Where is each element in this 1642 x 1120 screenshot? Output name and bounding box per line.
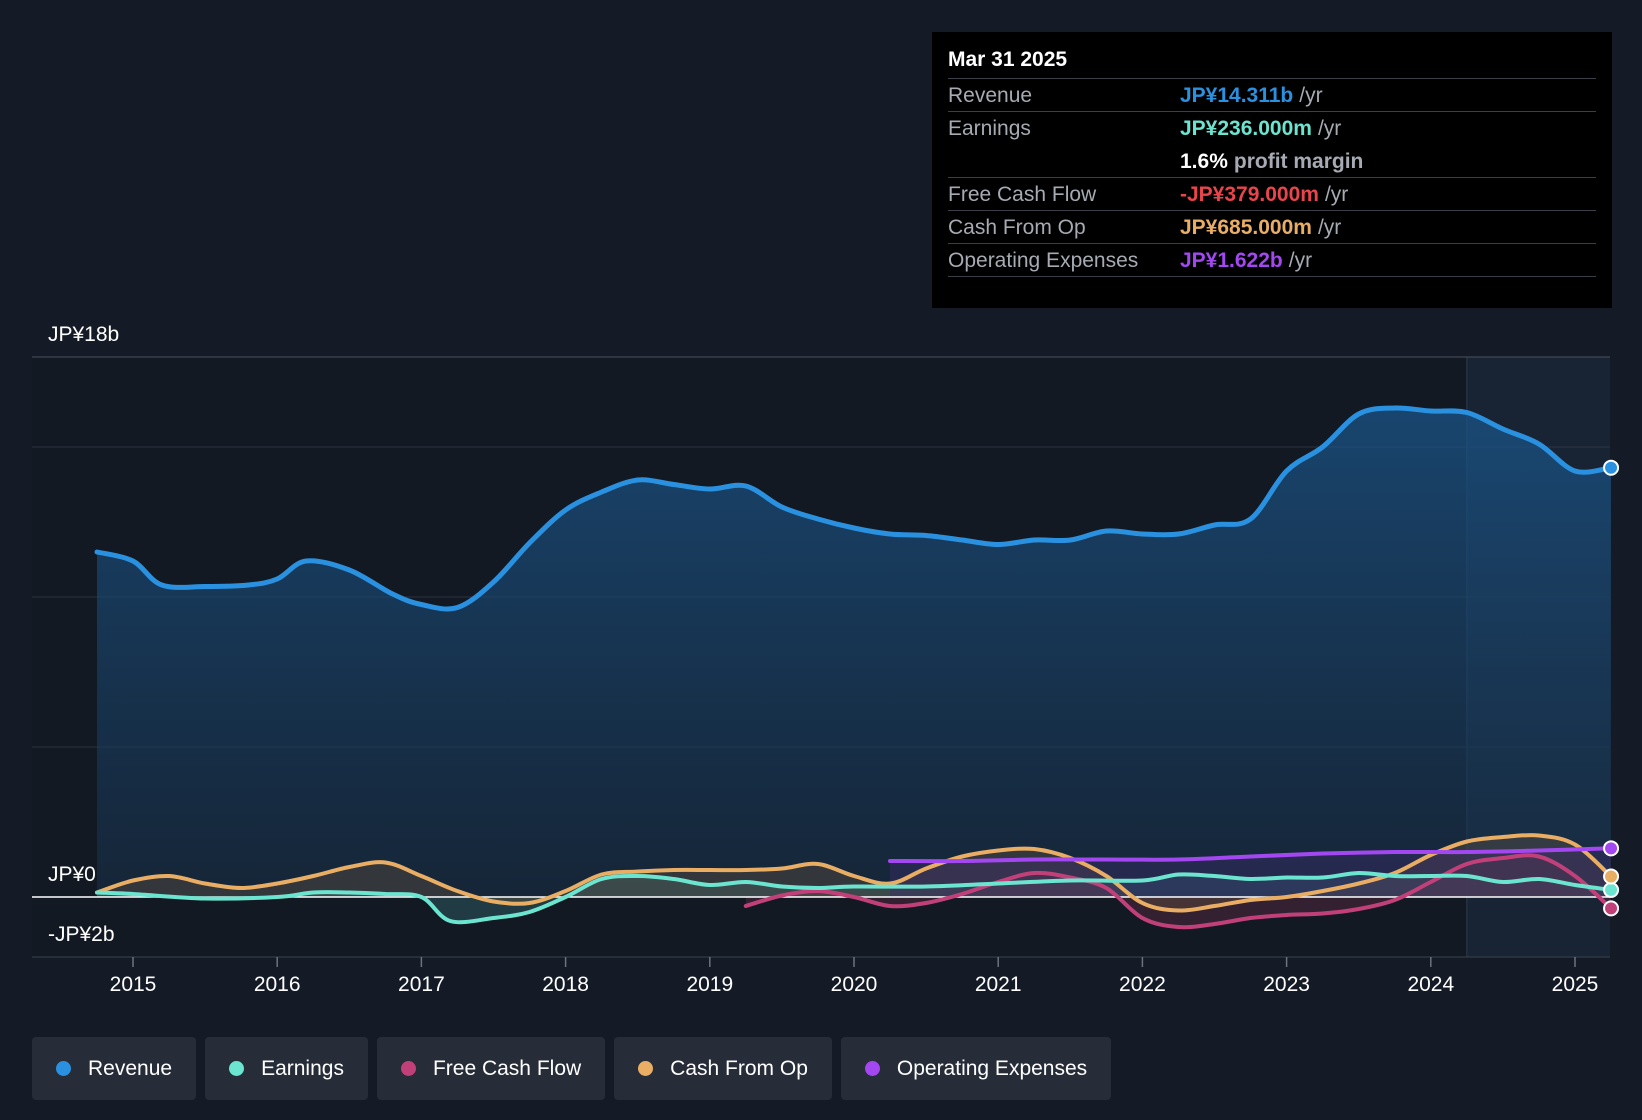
x-tick-label-2025: 2025	[1552, 973, 1599, 996]
x-tick-label-2022: 2022	[1119, 973, 1166, 996]
legend-item-cash-from-op[interactable]: Cash From Op	[614, 1037, 832, 1100]
tooltip-row-opex: Operating Expenses JP¥1.622b /yr	[948, 244, 1596, 277]
x-tick-label-2017: 2017	[398, 973, 445, 996]
end-marker-free-cash-flow	[1603, 900, 1620, 917]
legend-label-free-cash-flow: Free Cash Flow	[432, 1056, 582, 1080]
x-tick-label-2018: 2018	[542, 973, 589, 996]
tooltip-unit-revenue: /yr	[1299, 84, 1323, 107]
axis-layer: JP¥18b JP¥0 -JP¥2b 2015 2016 2017 2018 2019 2020…	[48, 323, 1598, 996]
x-tick-label-2020: 2020	[831, 973, 878, 996]
legend-dot-earnings	[229, 1061, 245, 1076]
tooltip-row-earnings: Earnings JP¥236.000m /yr	[948, 112, 1596, 145]
tooltip-unit-cfo: /yr	[1317, 216, 1342, 239]
tooltip-unit-opex: /yr	[1288, 249, 1313, 272]
tooltip-label-opex: Operating Expenses	[948, 249, 1139, 272]
end-marker-revenue	[1603, 459, 1620, 476]
legend-dot-cash-from-op	[638, 1061, 654, 1076]
area-earnings	[97, 872, 1611, 923]
legend-label-earnings: Earnings	[261, 1056, 344, 1080]
tooltip-value-earnings: JP¥236.000m	[1180, 117, 1312, 140]
tooltip-label-revenue: Revenue	[948, 84, 1033, 107]
series-line-cash-from-op	[95, 833, 1613, 913]
tooltip-row-revenue: Revenue JP¥14.311b /yr	[948, 79, 1596, 112]
tooltip-unit-earnings: /yr	[1317, 117, 1342, 140]
x-tick-label-2016: 2016	[254, 973, 301, 996]
tooltip-margin-value: 1.6%	[1180, 150, 1228, 173]
legend-item-free-cash-flow[interactable]: Free Cash Flow	[376, 1037, 606, 1100]
end-marker-earnings	[1603, 881, 1620, 898]
tooltip-unit-fcf: /yr	[1324, 183, 1349, 206]
area-free-cash-flow	[745, 855, 1611, 928]
legend-dot-operating-expenses	[864, 1061, 880, 1076]
end-marker-cash-from-op	[1603, 868, 1620, 885]
tooltip-row-cfo: Cash From Op JP¥685.000m /yr	[948, 211, 1596, 244]
legend-item-revenue[interactable]: Revenue	[32, 1037, 197, 1100]
tooltip-label-spacer	[948, 145, 1180, 177]
tooltip-row-fcf: Free Cash Flow -JP¥379.000m /yr	[948, 178, 1596, 211]
marker-layer	[1603, 459, 1620, 917]
x-tick-label-2021: 2021	[975, 973, 1022, 996]
series-line-free-cash-flow	[743, 853, 1613, 930]
tooltip-label-fcf: Free Cash Flow	[948, 183, 1097, 206]
y-label-bottom: -JP¥2b	[48, 923, 115, 946]
tooltip-label-earnings: Earnings	[948, 117, 1031, 140]
legend-label-revenue: Revenue	[88, 1056, 173, 1080]
tooltip-value-opex: JP¥1.622b	[1180, 249, 1283, 272]
series-line-operating-expenses	[888, 846, 1613, 864]
series-line-revenue	[94, 405, 1614, 612]
line-layer	[32, 405, 1614, 930]
x-tick-label-2024: 2024	[1407, 973, 1454, 996]
tooltip-label-cfo: Cash From Op	[948, 216, 1086, 239]
tooltip-date: Mar 31 2025	[948, 44, 1596, 79]
tooltip-row-margin: 1.6% profit margin	[948, 145, 1596, 178]
legend-label-operating-expenses: Operating Expenses	[896, 1056, 1088, 1080]
series-line-earnings	[95, 870, 1613, 925]
tooltip-value-cfo: JP¥685.000m	[1180, 216, 1312, 239]
x-tick-label-2015: 2015	[110, 973, 157, 996]
legend-dot-free-cash-flow	[400, 1061, 416, 1076]
tooltip-value-fcf: -JP¥379.000m	[1180, 183, 1319, 206]
tooltip-panel: Mar 31 2025 Revenue JP¥14.311b /yr Earni…	[932, 32, 1612, 308]
end-marker-operating-expenses	[1603, 840, 1620, 857]
legend-label-cash-from-op: Cash From Op	[670, 1056, 808, 1080]
y-label-top: JP¥18b	[48, 323, 119, 346]
area-revenue	[97, 407, 1611, 897]
x-tick-label-2023: 2023	[1263, 973, 1310, 996]
y-label-zero: JP¥0	[48, 863, 96, 886]
chart-legend: Revenue Earnings Free Cash Flow Cash Fro…	[32, 1037, 1112, 1100]
legend-item-earnings[interactable]: Earnings	[205, 1037, 368, 1100]
legend-dot-revenue	[56, 1061, 71, 1076]
tooltip-value-revenue: JP¥14.311b	[1180, 84, 1294, 107]
tooltip-margin-text: profit margin	[1233, 150, 1364, 173]
x-tick-label-2019: 2019	[686, 973, 733, 996]
legend-item-operating-expenses[interactable]: Operating Expenses	[840, 1037, 1112, 1100]
